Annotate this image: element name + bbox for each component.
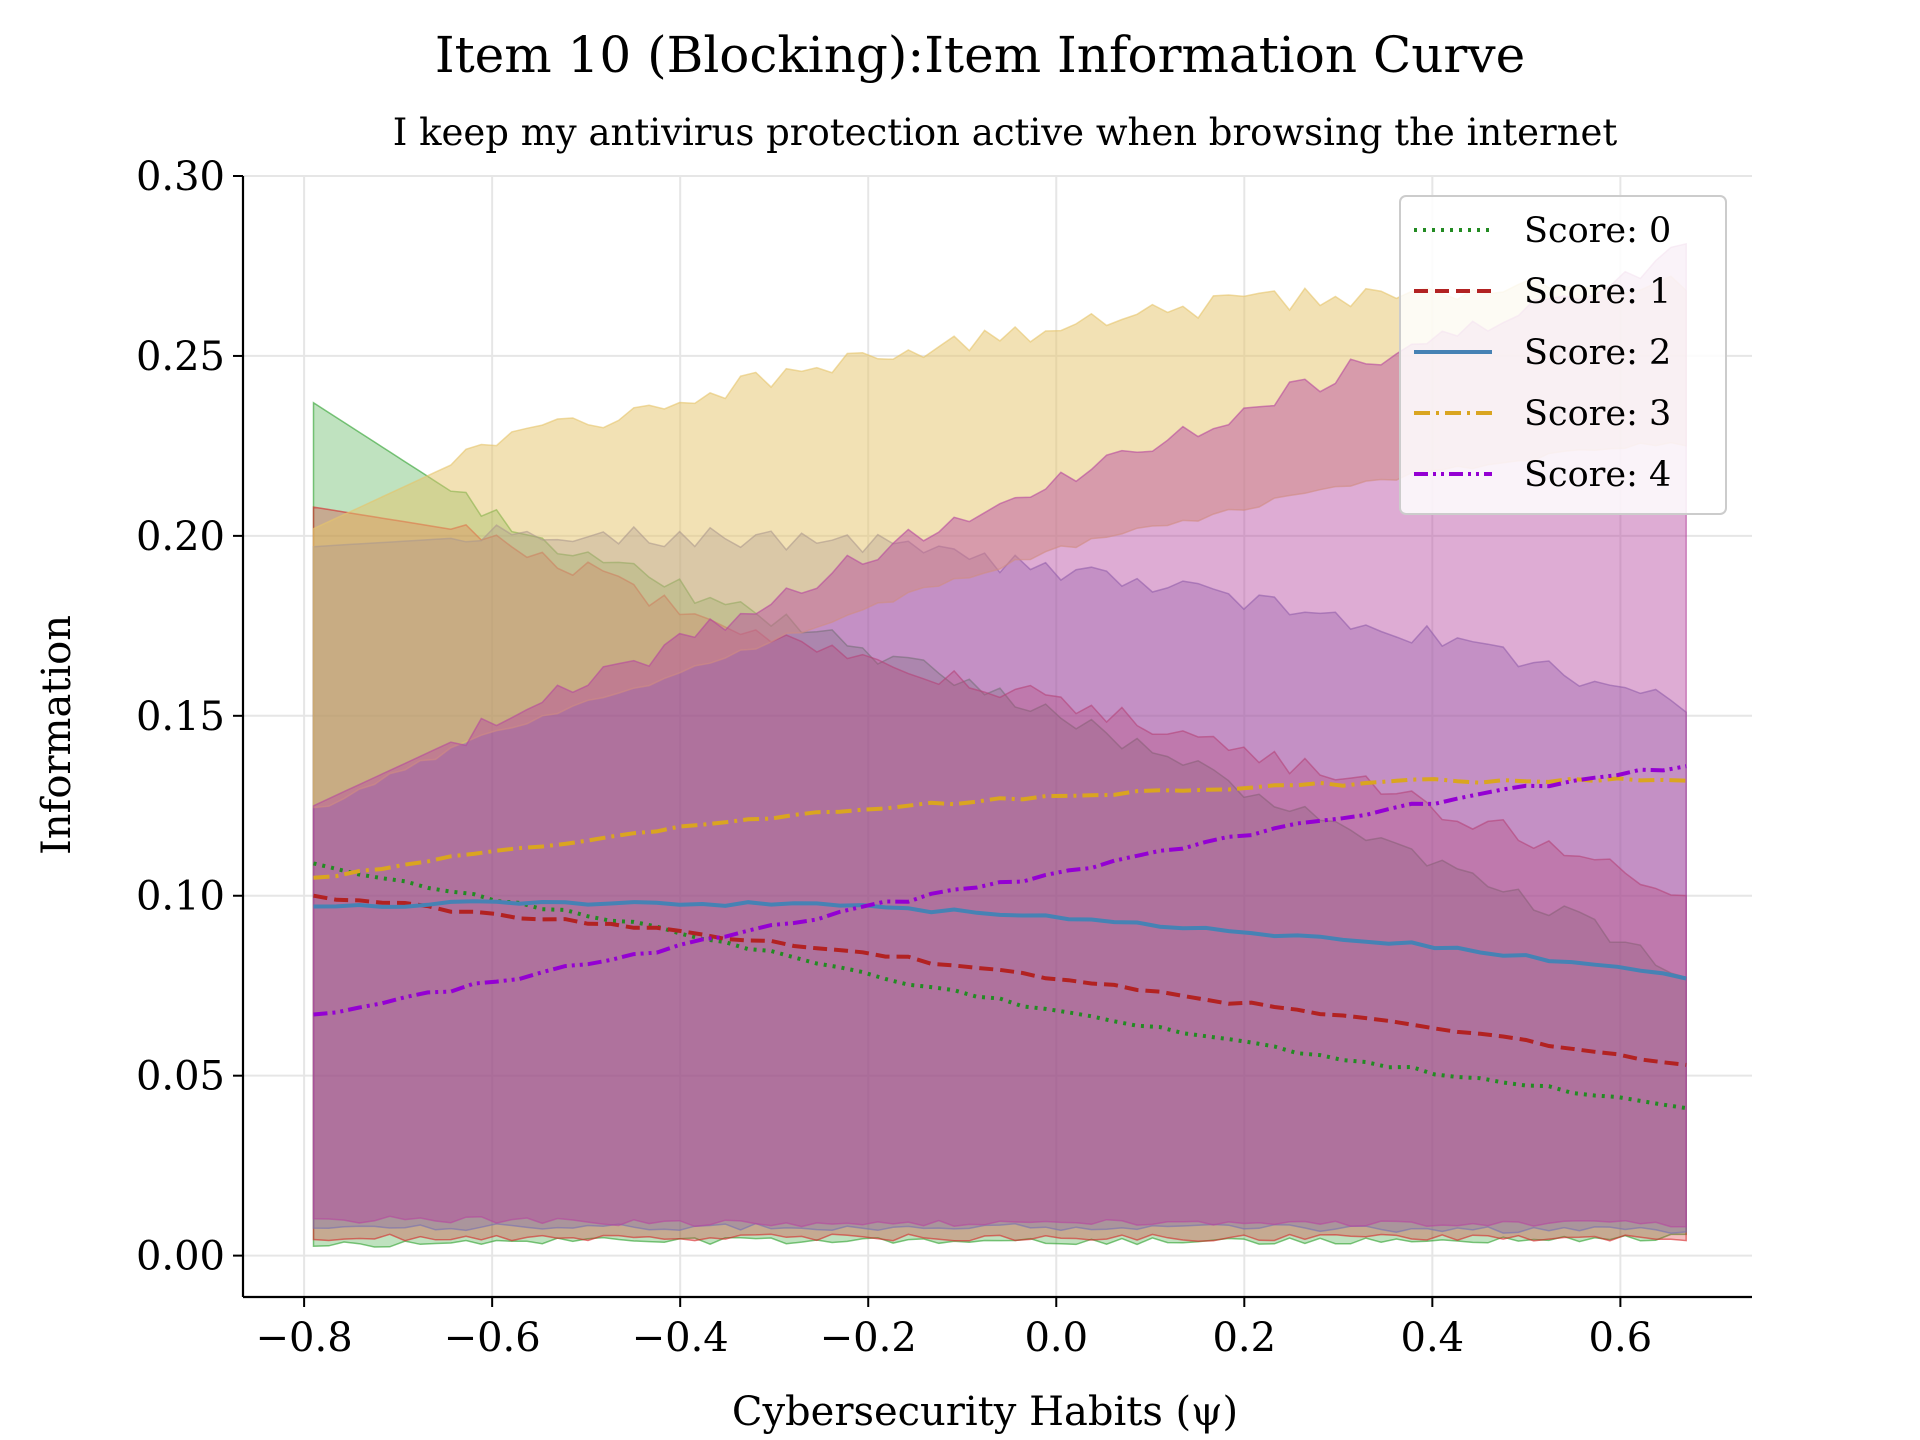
y-tick-label: 0.25 (136, 334, 225, 380)
legend-label: Score: 0 (1524, 211, 1671, 251)
y-tick-label: 0.30 (136, 154, 225, 200)
chart-title: Item 10 (Blocking):Item Information Curv… (435, 26, 1525, 84)
series-line (313, 776, 1687, 880)
axes: −0.8 −0.6 −0.4 −0.2 0.0 0.2 0.4 0.6 0.00 0.05 0.10… (136, 154, 1752, 1361)
series-lines (313, 764, 1687, 1111)
y-tick-label: 0.00 (136, 1234, 225, 1280)
y-axis-label: Information (34, 615, 80, 855)
y-tick-label: 0.15 (136, 694, 225, 740)
x-tick-label: 0.2 (1212, 1315, 1276, 1361)
legend-label: Score: 1 (1524, 272, 1671, 312)
confidence-band (312, 242, 1687, 1228)
legend-label: Score: 2 (1524, 333, 1671, 373)
x-tick-label: −0.6 (444, 1315, 541, 1361)
series-line (313, 764, 1687, 1017)
confidence-bands (312, 242, 1687, 1248)
legend-label: Score: 4 (1524, 455, 1671, 495)
y-tick-label: 0.10 (136, 874, 225, 920)
x-axis-label: Cybersecurity Habits (ψ) (732, 1389, 1238, 1435)
y-tick-label: 0.20 (136, 514, 225, 560)
legend-box (1399, 195, 1727, 515)
legend: Score: 0 Score: 1 Score: 2 Score: 3 Score: 4 (1399, 195, 1727, 515)
x-tick-label: 0.6 (1589, 1315, 1653, 1361)
x-tick-label: 0.4 (1401, 1315, 1465, 1361)
y-tick-label: 0.05 (136, 1054, 225, 1100)
x-tick-label: 0.0 (1024, 1315, 1088, 1361)
x-tick-label: −0.2 (820, 1315, 917, 1361)
legend-label: Score: 3 (1524, 394, 1671, 434)
series-line (313, 899, 1687, 981)
chart-subtitle: I keep my antivirus protection active wh… (393, 111, 1618, 154)
x-tick-label: −0.4 (632, 1315, 729, 1361)
x-tick-label: −0.8 (256, 1315, 353, 1361)
series-line (313, 893, 1687, 1067)
